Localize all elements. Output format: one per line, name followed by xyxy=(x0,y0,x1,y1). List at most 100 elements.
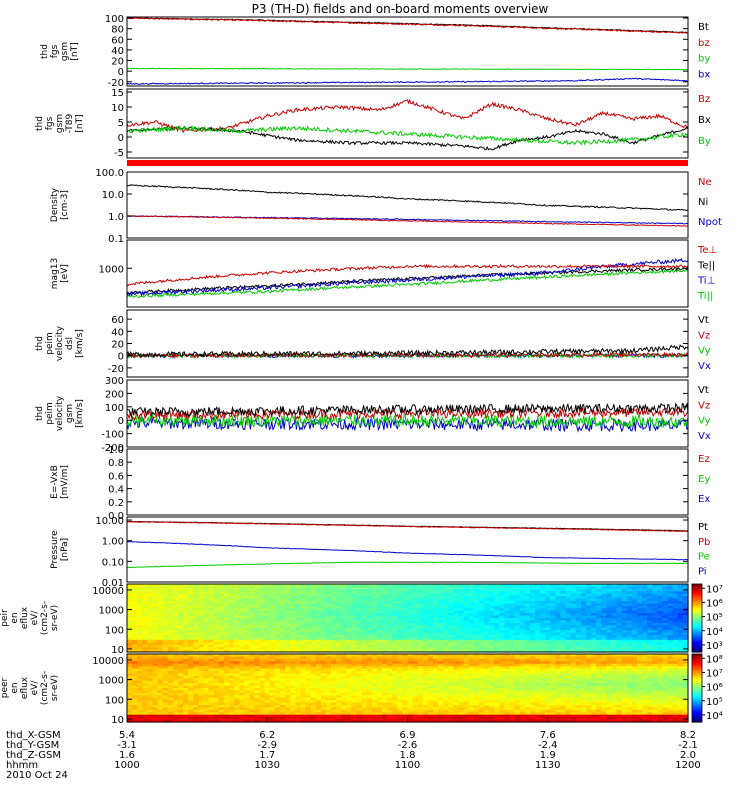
spectrogram-cell xyxy=(422,601,429,605)
legend-label-0: Ne xyxy=(698,177,712,188)
spectrogram-cell xyxy=(407,714,414,718)
spectrogram-cell xyxy=(356,690,363,694)
spectrogram-cell xyxy=(422,637,429,641)
spectrogram-cell xyxy=(295,668,301,672)
spectrogram-cell xyxy=(427,591,434,595)
y-axis-label-line: thd xyxy=(35,116,45,131)
spectrogram-cell xyxy=(570,647,577,651)
spectrogram-cell xyxy=(631,637,638,641)
spectrogram-cell xyxy=(183,668,189,672)
spectrogram-cell xyxy=(269,709,276,713)
spectrogram-cell xyxy=(596,613,602,617)
spectrogram-cell xyxy=(356,649,363,653)
spectrogram-cell xyxy=(295,697,301,701)
spectrogram-cell xyxy=(198,654,205,658)
spectrogram-cell xyxy=(524,637,531,641)
spectrogram-cell xyxy=(422,586,429,590)
spectrogram-cell xyxy=(290,596,296,600)
spectrogram-cell xyxy=(463,603,470,607)
spectrogram-cell xyxy=(637,630,643,634)
series-line-bx xyxy=(126,77,689,85)
spectrogram-cell xyxy=(621,627,628,631)
spectrogram-cell xyxy=(402,688,409,692)
spectrogram-cell xyxy=(361,678,368,682)
spectrogram-cell xyxy=(489,622,495,626)
spectrogram-cell xyxy=(325,719,332,723)
spectrogram-cell xyxy=(468,610,475,614)
spectrogram-cell xyxy=(315,705,322,709)
spectrogram-cell xyxy=(351,697,358,701)
spectrogram-cell xyxy=(540,591,546,595)
spectrogram-cell xyxy=(580,605,587,609)
spectrogram-cell xyxy=(550,635,556,639)
spectrogram-cell xyxy=(259,685,266,689)
y-tick-label: 40 xyxy=(111,327,124,338)
spectrogram-cell xyxy=(489,647,495,651)
spectrogram-cell xyxy=(244,639,250,643)
spectrogram-cell xyxy=(387,588,393,592)
spectrogram-cell xyxy=(259,635,266,639)
spectrogram-cell xyxy=(642,608,648,612)
spectrogram-cell xyxy=(264,688,271,692)
spectrogram-cell xyxy=(341,661,347,665)
spectrogram-cell xyxy=(331,632,337,636)
spectrogram-cell xyxy=(254,647,261,651)
spectrogram-cell xyxy=(524,620,531,624)
spectrogram-cell xyxy=(626,598,633,602)
spectrogram-cell xyxy=(142,644,148,648)
spectrogram-cell xyxy=(157,692,164,696)
spectrogram-cell xyxy=(463,588,470,592)
spectrogram-cell xyxy=(647,613,653,617)
spectrogram-cell xyxy=(259,588,266,592)
spectrogram-cell xyxy=(137,714,143,718)
spectrogram-cell xyxy=(223,692,230,696)
spectrogram-cell xyxy=(336,601,342,605)
spectrogram-cell xyxy=(142,603,148,607)
spectrogram-cell xyxy=(244,615,250,619)
spectrogram-cell xyxy=(341,591,347,595)
spectrogram-cell xyxy=(535,649,541,653)
spectrogram-cell xyxy=(524,584,531,588)
spectrogram-cell xyxy=(295,598,301,602)
spectrogram-cell xyxy=(667,605,674,609)
spectrogram-cell xyxy=(244,712,250,716)
y-axis-label: Pressure [nPa] xyxy=(50,530,70,569)
spectrogram-cell xyxy=(366,656,373,660)
spectrogram-cell xyxy=(188,656,194,660)
spectrogram-cell xyxy=(637,639,643,643)
spectrogram-cell xyxy=(438,647,444,651)
spectrogram-cell xyxy=(427,637,434,641)
spectrogram-cell xyxy=(341,635,347,639)
spectrogram-cell xyxy=(417,586,424,590)
spectrogram-cell xyxy=(417,639,424,643)
spectrogram-cell xyxy=(397,647,403,651)
y-tick-label: 200 xyxy=(105,389,124,400)
spectrogram-cell xyxy=(443,613,449,617)
spectrogram-cell xyxy=(274,683,281,687)
spectrogram-cell xyxy=(412,685,419,689)
spectrogram-cell xyxy=(433,608,439,612)
spectrogram-cell xyxy=(162,714,169,718)
spectrogram-cell xyxy=(223,605,230,609)
colorbar-step xyxy=(692,633,702,636)
spectrogram-cell xyxy=(325,700,332,704)
spectrogram-cell xyxy=(142,618,148,622)
spectrogram-cell xyxy=(167,702,174,706)
spectrogram-cell xyxy=(208,615,215,619)
spectrogram-cell xyxy=(285,610,291,614)
spectrogram-cell xyxy=(596,630,602,634)
spectrogram-cell xyxy=(234,656,240,660)
spectrogram-cell xyxy=(320,688,327,692)
spectrogram-cell xyxy=(504,603,511,607)
spectrogram-cell xyxy=(402,584,409,588)
spectrogram-cell xyxy=(524,586,531,590)
spectrogram-cell xyxy=(529,627,536,631)
spectrogram-cell xyxy=(147,649,154,653)
spectrogram-cell xyxy=(402,671,409,675)
spectrogram-cell xyxy=(249,680,256,684)
spectrogram-cell xyxy=(249,668,256,672)
spectrogram-cell xyxy=(198,615,205,619)
spectrogram-cell xyxy=(570,635,577,639)
spectrogram-cell xyxy=(203,610,210,614)
spectrogram-cell xyxy=(652,584,658,588)
